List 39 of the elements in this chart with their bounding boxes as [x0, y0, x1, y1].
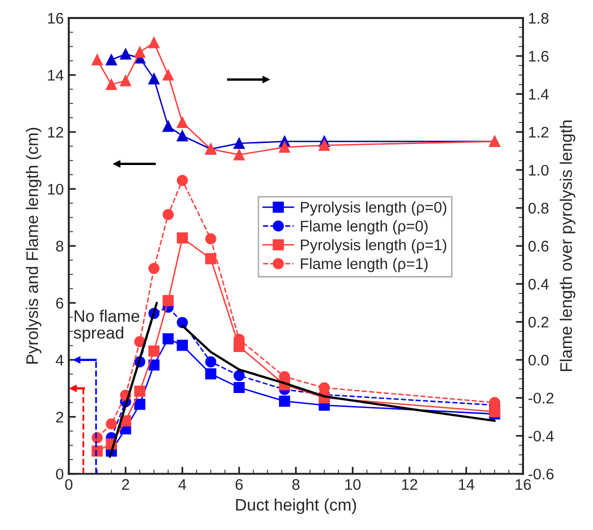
annotation: No flame spread — [74, 310, 140, 342]
x-tick-label: 12 — [402, 479, 418, 490]
y-tick-label: 0 — [56, 468, 64, 480]
y2-tick-label: 0.6 — [528, 240, 548, 252]
y-tick-label: 12 — [48, 126, 64, 138]
y-tick-label: 4 — [56, 354, 64, 366]
x-tick-label: 4 — [178, 479, 186, 490]
y2-tick-label: -0.4 — [528, 430, 554, 442]
y2-tick-label: 0.4 — [528, 278, 549, 290]
y2-tick-label: 0.8 — [528, 202, 548, 214]
y2-tick-label: 1.2 — [529, 126, 548, 138]
legend-label: Flame length (ρ=0) — [300, 220, 428, 235]
x-tick-label: 14 — [458, 479, 474, 490]
x-tick-label: 0 — [65, 479, 72, 490]
y2-tick-label: -0.6 — [528, 468, 554, 480]
y2-tick-label: 0.2 — [528, 316, 548, 328]
legend-label: Flame length (ρ=1) — [300, 258, 428, 272]
legend-label: Pyrolysis length (ρ=1) — [300, 239, 446, 254]
y-tick-label: 10 — [48, 184, 64, 195]
y-axis-title: Pyrolysis and Flame length (cm) — [26, 128, 42, 364]
x-tick-label: 6 — [236, 479, 243, 490]
y2-tick-label: 0.0 — [528, 354, 549, 366]
x-axis-title: Duct height (cm) — [236, 498, 356, 514]
x-tick-label: 10 — [345, 479, 361, 490]
y-tick-label: 6 — [56, 298, 64, 309]
y-tick-label: 16 — [48, 12, 64, 24]
y2-tick-label: -0.2 — [528, 392, 554, 404]
y-tick-label: 14 — [48, 70, 64, 81]
y2-tick-label: 1.0 — [529, 164, 549, 176]
y-tick-label: 2 — [56, 412, 64, 422]
y2-tick-label: 1.4 — [529, 89, 549, 100]
y2-axis-title: Flame length over pyrolysis length — [560, 120, 576, 371]
x-tick-label: 16 — [516, 479, 531, 490]
y2-tick-label: 1.6 — [529, 50, 548, 62]
y2-tick-label: 1.8 — [529, 12, 548, 24]
legend-label: Pyrolysis length (ρ=0) — [300, 201, 446, 216]
y-tick-label: 8 — [56, 240, 64, 252]
x-tick-label: 2 — [122, 479, 130, 490]
x-tick-label: 8 — [292, 479, 300, 490]
